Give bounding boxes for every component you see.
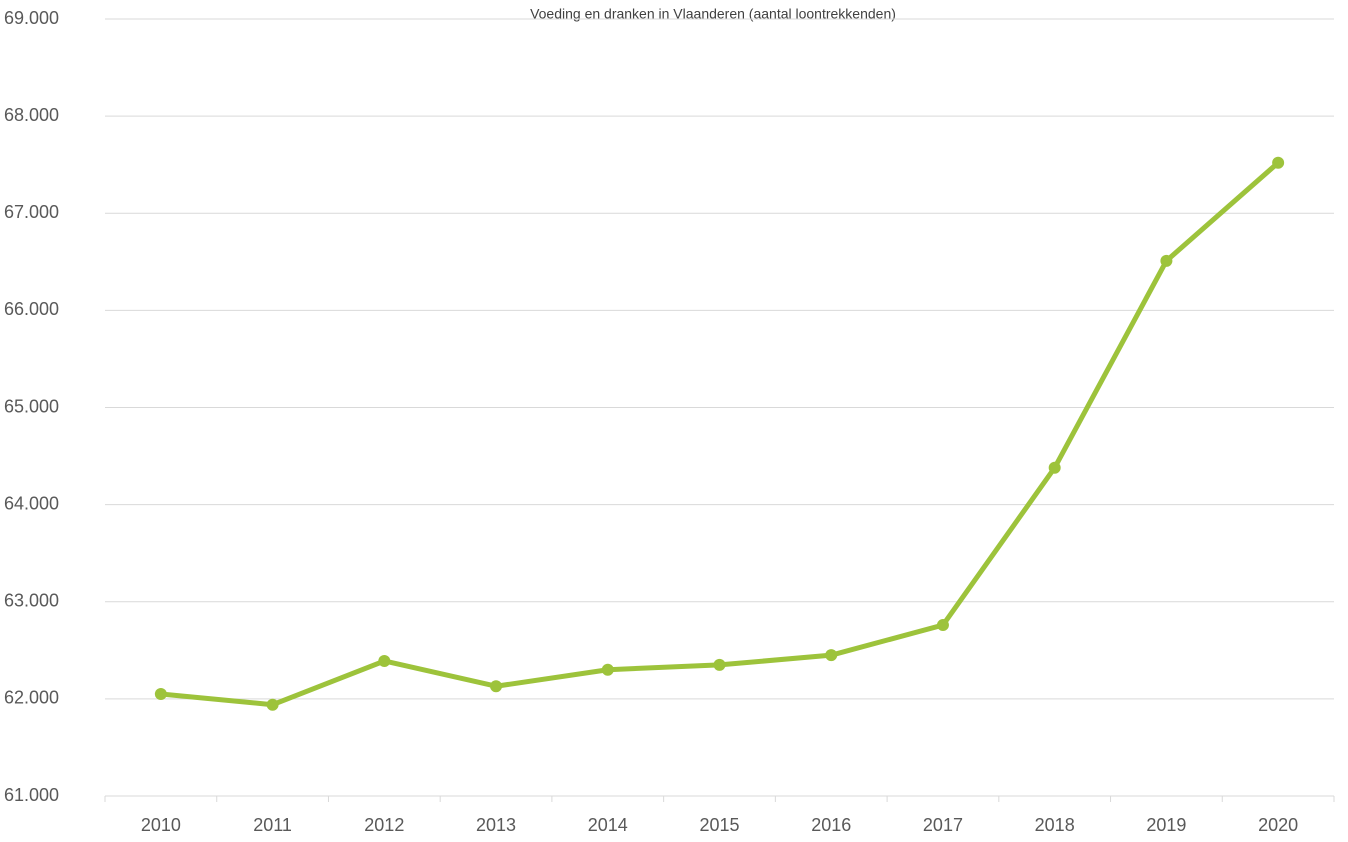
y-tick-label: 62.000 (4, 688, 59, 708)
marker (154, 688, 167, 701)
x-tick-label: 2016 (811, 815, 851, 835)
marker (378, 654, 391, 667)
x-tick-label: 2014 (588, 815, 628, 835)
x-tick-label: 2017 (923, 815, 963, 835)
x-tick-label: 2010 (141, 815, 181, 835)
x-tick-label: 2015 (699, 815, 739, 835)
y-tick-label: 63.000 (4, 591, 59, 611)
y-tick-label: 65.000 (4, 396, 59, 416)
x-tick-label: 2013 (476, 815, 516, 835)
marker (266, 698, 279, 711)
line (160, 160, 1280, 708)
x-tick-label: 2011 (253, 815, 292, 835)
y-tick-label: 61.000 (4, 785, 59, 805)
y-tick-label: 66.000 (4, 299, 59, 319)
x-tick-label: 2020 (1258, 815, 1298, 835)
chart-title: Voeding en dranken in Vlaanderen (aantal… (530, 6, 896, 22)
marker (490, 680, 503, 693)
y-tick-label: 68.000 (4, 105, 59, 125)
marker (1048, 461, 1061, 474)
y-tick-label: 64.000 (4, 493, 59, 513)
marker (601, 663, 614, 676)
x-tick-label: 2012 (364, 815, 404, 835)
y-tick-label: 69.000 (4, 8, 59, 28)
marker (936, 619, 949, 632)
x-tick-label: 2018 (1035, 815, 1075, 835)
y-tick-label: 67.000 (4, 202, 59, 222)
marker (825, 649, 838, 662)
x-tick-label: 2019 (1146, 815, 1186, 835)
marker (1272, 156, 1285, 169)
marker (713, 658, 726, 671)
marker (1160, 254, 1173, 267)
